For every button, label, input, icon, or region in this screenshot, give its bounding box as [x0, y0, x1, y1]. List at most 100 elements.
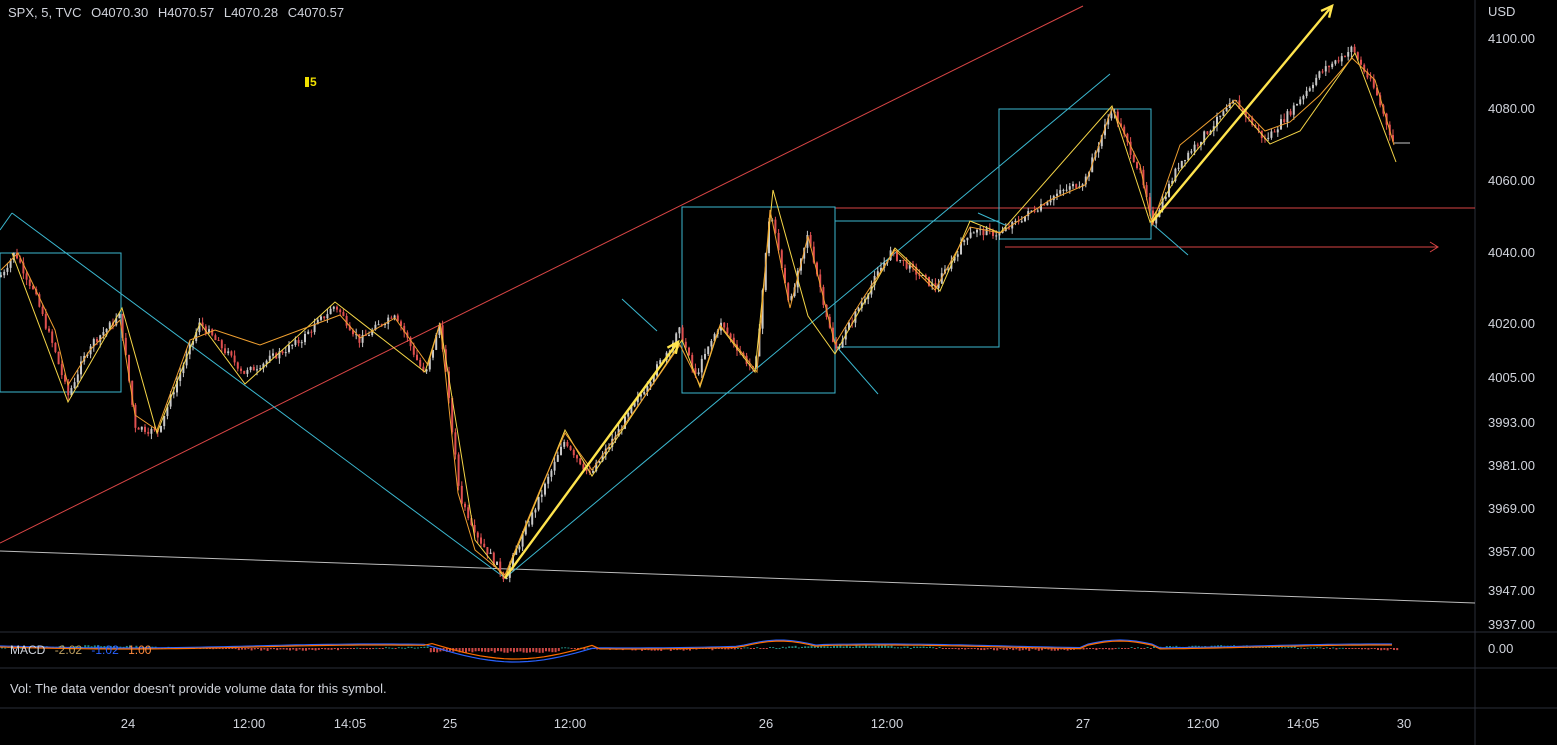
candle-body	[166, 406, 169, 417]
candle	[1187, 150, 1190, 162]
candle-body	[761, 290, 764, 329]
candle-body	[1299, 99, 1302, 104]
candle-body	[236, 362, 239, 369]
macd-histogram-bar	[279, 648, 282, 650]
macd-histogram-bar	[583, 648, 586, 650]
candle-body	[1241, 108, 1244, 111]
candle-body	[1225, 108, 1228, 112]
candle	[473, 519, 476, 537]
candle-body	[595, 462, 598, 472]
macd-histogram-bar	[471, 648, 474, 653]
macd-histogram-bar	[669, 648, 672, 651]
candle	[448, 366, 450, 404]
candle	[489, 548, 492, 555]
candle-body	[1120, 123, 1122, 127]
candle	[576, 454, 578, 463]
candle-body	[790, 296, 793, 301]
macd-histogram-bar	[1053, 648, 1056, 651]
macd-histogram-bar	[1041, 648, 1043, 651]
candle	[451, 396, 454, 435]
candle	[1081, 183, 1084, 191]
candle-body	[345, 315, 348, 326]
macd-histogram-bar	[957, 648, 960, 650]
candle	[288, 341, 290, 354]
candle-body	[848, 322, 850, 330]
candle-body	[1379, 95, 1382, 106]
candle-body	[1040, 204, 1042, 211]
macd-histogram-bar	[973, 648, 976, 649]
macd-histogram-bar	[369, 648, 371, 650]
candle-body	[403, 325, 406, 333]
candle	[678, 326, 681, 339]
candle-body	[883, 262, 886, 268]
macd-histogram-bar	[842, 646, 845, 648]
macd-histogram-bar	[551, 648, 554, 653]
candle	[1315, 74, 1318, 87]
candle-body	[928, 276, 930, 286]
macd-histogram-bar	[993, 648, 995, 651]
candle-body	[934, 283, 937, 289]
symbol-info[interactable]: SPX, 5, TVC	[8, 5, 82, 20]
candle-body	[364, 334, 367, 336]
candle	[1072, 181, 1074, 190]
red-trendline	[0, 5, 1084, 544]
macd-histogram-bar	[340, 648, 343, 649]
macd-histogram-bar	[276, 648, 279, 651]
candle	[51, 329, 54, 348]
candle-body	[1196, 144, 1199, 146]
macd-histogram-bar	[445, 648, 448, 652]
candle-body	[1177, 167, 1180, 169]
macd-histogram-bar	[724, 648, 727, 650]
candle-body	[1347, 52, 1350, 57]
candle	[57, 351, 60, 365]
candle-body	[448, 371, 450, 398]
candle-body	[691, 354, 694, 369]
candle-body	[608, 446, 610, 449]
candle	[396, 313, 399, 322]
macd-histogram-bar	[538, 648, 541, 653]
time-tick-label: 26	[759, 716, 773, 731]
candle-body	[220, 340, 223, 349]
macd-histogram-bar	[1351, 648, 1354, 649]
macd-histogram-bar	[1012, 648, 1015, 651]
candle-body	[256, 369, 258, 371]
candle	[1200, 141, 1202, 151]
candle-body	[1075, 184, 1078, 188]
candle	[393, 314, 396, 321]
candle-body	[1244, 110, 1247, 117]
cyan-box	[998, 108, 1152, 240]
red-ray-arrow	[1429, 241, 1439, 253]
macd-histogram-bar	[1367, 648, 1370, 650]
candle-body	[1065, 189, 1068, 191]
volume-notice: Vol: The data vendor doesn't provide vol…	[10, 681, 387, 696]
candle	[579, 457, 582, 466]
candle	[1011, 220, 1014, 234]
arrow-head	[1320, 3, 1334, 18]
macd-histogram-bar	[330, 648, 333, 650]
candle-body	[787, 283, 790, 301]
candle-body	[745, 355, 748, 364]
macd-histogram-bar	[1373, 648, 1376, 649]
candle-body	[956, 254, 959, 257]
candle-body	[92, 339, 95, 347]
candle	[1283, 113, 1286, 124]
macd-legend[interactable]: MACD -2.02 -1.02 1.00	[10, 643, 157, 657]
macd-histogram-bar	[1140, 648, 1143, 649]
time-tick-label: 14:05	[334, 716, 367, 731]
macd-value-1: -2.02	[54, 643, 83, 657]
candle-body	[982, 229, 985, 236]
candle	[1033, 205, 1036, 214]
macd-histogram-bar	[548, 648, 551, 652]
candle	[249, 366, 252, 373]
candle	[1059, 184, 1062, 196]
candle-body	[524, 525, 527, 535]
candle-body	[809, 234, 812, 247]
macd-histogram-bar	[989, 648, 992, 649]
candle	[326, 308, 329, 323]
macd-histogram-bar	[282, 648, 285, 650]
candle-body	[352, 330, 354, 335]
macd-histogram-bar	[916, 646, 919, 648]
candle-body	[681, 327, 684, 342]
macd-histogram-bar	[932, 647, 935, 649]
